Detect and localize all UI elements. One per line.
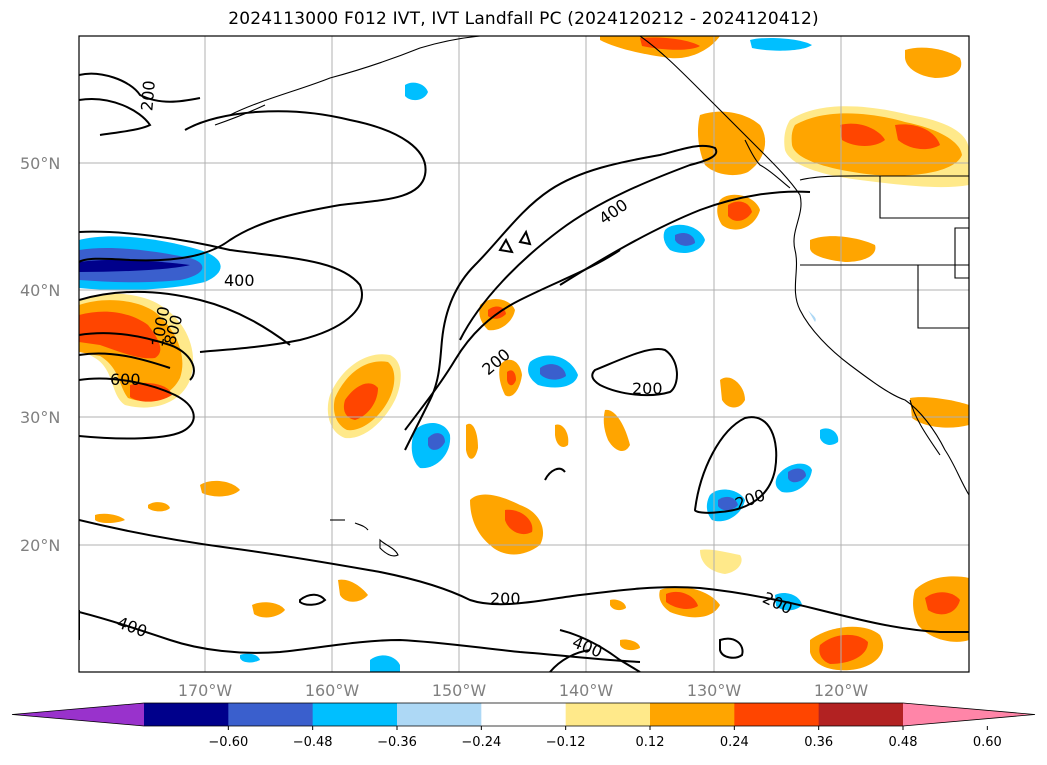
colorbar-segment: [734, 703, 820, 726]
colorbar-segment: [650, 703, 735, 726]
contour-labels: 200 400 400 200 200 200 600 800 1000 200…: [110, 80, 795, 662]
colorbar-segment: [818, 703, 904, 726]
colorbar-outline: [11, 702, 1036, 727]
lat-label: 20°N: [20, 536, 60, 555]
colorbar-tick-label: 0.12: [636, 735, 665, 750]
colorbar-segment: [481, 703, 567, 726]
lon-label: 130°W: [687, 681, 742, 700]
contour-label: 200: [632, 379, 663, 398]
colorbar-segment: [144, 703, 229, 726]
lat-label: 30°N: [20, 408, 60, 427]
colorbar-tick-label: 0.48: [889, 735, 918, 750]
colorbar-segment: [312, 703, 398, 726]
colorbar-segment: [565, 703, 651, 726]
colorbar-extend-low: [12, 703, 144, 726]
contour-label: 600: [110, 370, 141, 389]
lon-label: 120°W: [814, 681, 869, 700]
lon-label: 160°W: [305, 681, 360, 700]
lat-label: 50°N: [20, 154, 60, 173]
colorbar-extend-high: [903, 703, 1035, 726]
colorbar-tick-label: 0.36: [804, 735, 833, 750]
contour-label: 200: [490, 589, 521, 608]
coastlines: [214, 36, 969, 557]
colorbar-segment: [228, 703, 314, 726]
colorbar-tick-label: −0.48: [293, 735, 333, 750]
contour-label: 200: [137, 80, 159, 112]
lat-label: 40°N: [20, 281, 60, 300]
colorbar-tick-label: −0.12: [546, 735, 586, 750]
colorbar-tick-label: −0.36: [377, 735, 417, 750]
map-frame: [78, 35, 970, 673]
lon-label: 170°W: [178, 681, 233, 700]
map-content: 200 400 400 200 200 200 600 800 1000 200…: [79, 36, 969, 672]
longitude-labels: 170°W 160°W 150°W 140°W 130°W 120°W: [178, 681, 869, 700]
colorbar-segment: [397, 703, 482, 726]
colorbar-tick-label: −0.60: [208, 735, 248, 750]
colorbar-tick-label: 0.60: [973, 735, 1002, 750]
ivt-shading: [79, 36, 969, 672]
graticule: [79, 36, 969, 672]
colorbar-tick-label: −0.24: [461, 735, 501, 750]
lon-label: 140°W: [559, 681, 614, 700]
contour-label: 400: [224, 271, 255, 290]
colorbar: −0.60 −0.48 −0.36 −0.24 −0.12 0.12 0.24 0.36 0.4…: [11, 702, 1036, 750]
lon-label: 150°W: [432, 681, 487, 700]
map-title: 2024113000 F012 IVT, IVT Landfall PC (20…: [228, 9, 819, 29]
colorbar-tick-label: 0.24: [720, 735, 749, 750]
latitude-labels: 50°N 40°N 30°N 20°N: [20, 154, 60, 555]
ivt-contours: [79, 72, 969, 672]
